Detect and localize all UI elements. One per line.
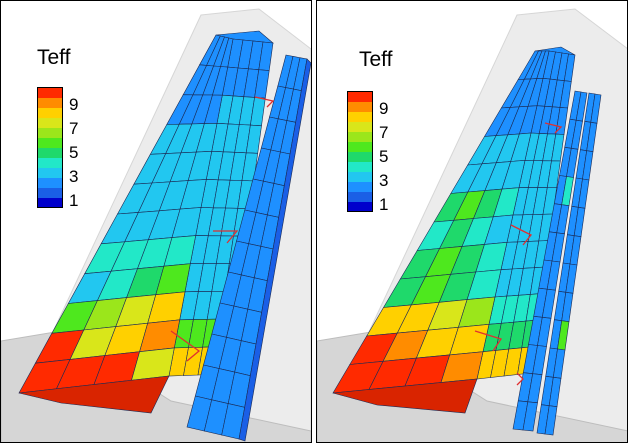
legend-swatch xyxy=(347,161,373,172)
legend-tick-label: 9 xyxy=(379,99,389,118)
second-blade-edge xyxy=(238,58,311,442)
grid-cell xyxy=(544,405,558,436)
legend-tick-label: 7 xyxy=(379,123,389,142)
main-blade-root xyxy=(332,378,478,414)
legend-swatch xyxy=(347,91,373,102)
main-blade-front-face xyxy=(18,34,234,394)
legend-swatch xyxy=(37,137,63,148)
connector-strut xyxy=(254,96,275,108)
legend-swatch xyxy=(37,187,63,198)
legend-swatch xyxy=(37,127,63,138)
legend-title: Teff xyxy=(359,48,393,71)
connector-strut xyxy=(510,224,533,246)
legend-swatch xyxy=(347,141,373,152)
blade-render-left xyxy=(1,8,311,442)
legend-tick-label: 3 xyxy=(379,171,389,190)
legend-swatch xyxy=(37,157,63,168)
blade-render-right xyxy=(317,8,627,442)
legend-tick-label: 3 xyxy=(69,167,79,186)
legend-swatch xyxy=(347,151,373,162)
legend-tick-label: 1 xyxy=(379,195,389,214)
legend-tick-label: 1 xyxy=(69,191,79,210)
panel-right: Teff 9 7 5 3 1 xyxy=(316,0,628,443)
legend-swatch xyxy=(347,191,373,202)
legend-swatch xyxy=(37,107,63,118)
legend-tick-label: 7 xyxy=(69,119,79,138)
legend-swatch xyxy=(347,131,373,142)
legend-swatch xyxy=(347,111,373,122)
second-blade-face xyxy=(186,54,308,440)
legend-title: Teff xyxy=(37,46,71,69)
main-blade-front-face xyxy=(332,50,550,394)
legend-swatch xyxy=(37,197,63,208)
main-blade-side-face xyxy=(476,50,576,380)
legend-swatch xyxy=(347,181,373,192)
connector-strut xyxy=(170,330,201,362)
legend-tick-label: 5 xyxy=(379,147,389,166)
panel-left: Teff 9 7 5 3 1 xyxy=(0,0,312,443)
connector-strut xyxy=(544,122,563,134)
legend-swatch xyxy=(37,177,63,188)
legend-tick-label: 5 xyxy=(69,143,79,162)
legend-swatch xyxy=(37,97,63,108)
grid-cell xyxy=(522,401,538,432)
main-blade-root xyxy=(18,375,170,414)
legend-swatch xyxy=(347,121,373,132)
legend-swatch xyxy=(347,101,373,112)
legend-swatch xyxy=(37,87,63,98)
second-blade-strip-a xyxy=(512,90,588,432)
legend-tick-label: 9 xyxy=(69,95,79,114)
connector-strut xyxy=(516,372,524,386)
legend-swatch xyxy=(347,201,373,212)
legend-swatch xyxy=(347,171,373,182)
connector-strut xyxy=(213,230,239,244)
connector-strut xyxy=(474,330,503,352)
legend-swatch xyxy=(37,117,63,128)
legend-swatch xyxy=(37,167,63,178)
legend-swatch xyxy=(37,147,63,158)
second-blade-strip-b xyxy=(536,92,602,436)
